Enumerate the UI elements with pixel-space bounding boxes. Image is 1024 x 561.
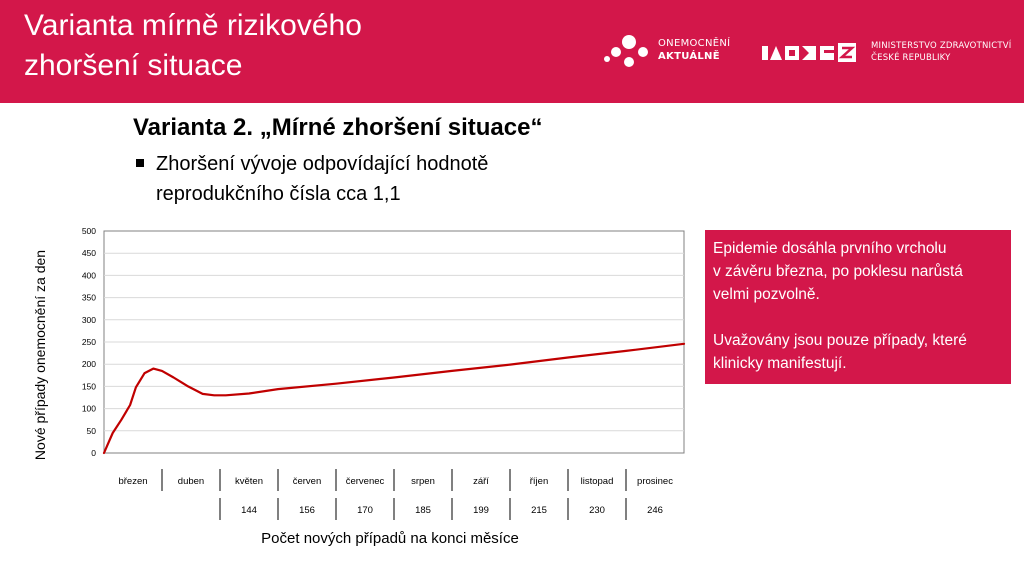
- page-title: Varianta mírně rizikového zhoršení situa…: [24, 6, 544, 86]
- x-tick-label: říjen: [530, 476, 548, 487]
- info-box: Epidemie dosáhla prvního vrcholu v závěr…: [705, 230, 1011, 384]
- chart-x-axis-label: Počet nových případů na konci měsíce: [261, 530, 519, 547]
- logo-right-line2: ČESKÉ REPUBLIKY: [871, 53, 951, 63]
- info-text-line: klinicky manifestují.: [713, 355, 847, 372]
- info-text-line: Uvažovány jsou pouze případy, které: [713, 332, 967, 349]
- x-tick-label: červen: [293, 476, 322, 487]
- x-tick-label: duben: [178, 476, 204, 487]
- page-title-line1: Varianta mírně rizikového: [24, 9, 362, 42]
- logo-left-line2: AKTUÁLNĚ: [658, 51, 720, 62]
- y-tick-label: 450: [82, 248, 96, 258]
- y-tick-label: 150: [82, 381, 96, 391]
- x-tick-label: listopad: [581, 476, 614, 487]
- month-end-value-label: 246: [647, 505, 663, 516]
- y-tick-label: 50: [87, 426, 97, 436]
- x-tick-label: prosinec: [637, 476, 673, 487]
- y-tick-label: 250: [82, 337, 96, 347]
- logo-right-line1: MINISTERSTVO ZDRAVOTNICTVÍ: [871, 41, 1012, 51]
- y-tick-label: 0: [91, 448, 96, 458]
- chart-y-axis-label: Nové případy onemocnění za den: [32, 249, 48, 461]
- month-end-value-label: 156: [299, 505, 315, 516]
- y-tick-label: 200: [82, 359, 96, 369]
- month-end-value-label: 144: [241, 505, 257, 516]
- y-tick-label: 300: [82, 315, 96, 325]
- x-tick-label: červenec: [346, 476, 385, 487]
- x-tick-label: září: [473, 476, 489, 487]
- y-tick-label: 350: [82, 293, 96, 303]
- y-tick-label: 500: [82, 226, 96, 236]
- x-tick-label: březen: [118, 476, 147, 487]
- month-end-value-label: 215: [531, 505, 547, 516]
- series-line: [102, 342, 686, 455]
- bullet-line1: Zhoršení vývoje odpovídající hodnotě: [156, 153, 489, 175]
- month-end-value-label: 230: [589, 505, 605, 516]
- month-end-value-label: 185: [415, 505, 431, 516]
- month-end-value-label: 199: [473, 505, 489, 516]
- y-tick-label: 400: [82, 270, 96, 280]
- info-text-line: v závěru března, po poklesu narůstá: [713, 263, 963, 280]
- bullet-line2: reprodukčního čísla cca 1,1: [156, 183, 401, 205]
- slide-subtitle: Varianta 2. „Mírné zhoršení situace“: [133, 114, 543, 141]
- info-text-line: velmi pozvolně.: [713, 286, 820, 303]
- onemocneni-aktualne-logo: ONEMOCNĚNÍ AKTUÁLNĚ: [603, 33, 753, 69]
- mzcr-logo-text: MINISTERSTVO ZDRAVOTNICTVÍ ČESKÉ REPUBLI…: [871, 40, 1011, 64]
- bullet-point: Zhoršení vývoje odpovídající hodnotě rep…: [156, 149, 676, 209]
- x-tick-label: květen: [235, 476, 263, 487]
- page-title-line2: zhoršení situace: [24, 49, 243, 82]
- bullet-square-icon: [136, 159, 144, 167]
- logo-left-line1: ONEMOCNĚNÍ: [658, 38, 731, 49]
- month-end-value-label: 170: [357, 505, 373, 516]
- line-chart: 0 50 100 150 200 250 300 350 400 450 500 březen dube…: [82, 226, 686, 520]
- info-text-line: Epidemie dosáhla prvního vrcholu: [713, 240, 947, 257]
- x-tick-label: srpen: [411, 476, 435, 487]
- mzcr-logo-icon: [762, 43, 856, 62]
- header-banner: Varianta mírně rizikového zhoršení situa…: [0, 0, 1024, 103]
- dots-logo-icon: [604, 35, 648, 67]
- y-tick-label: 100: [82, 404, 96, 414]
